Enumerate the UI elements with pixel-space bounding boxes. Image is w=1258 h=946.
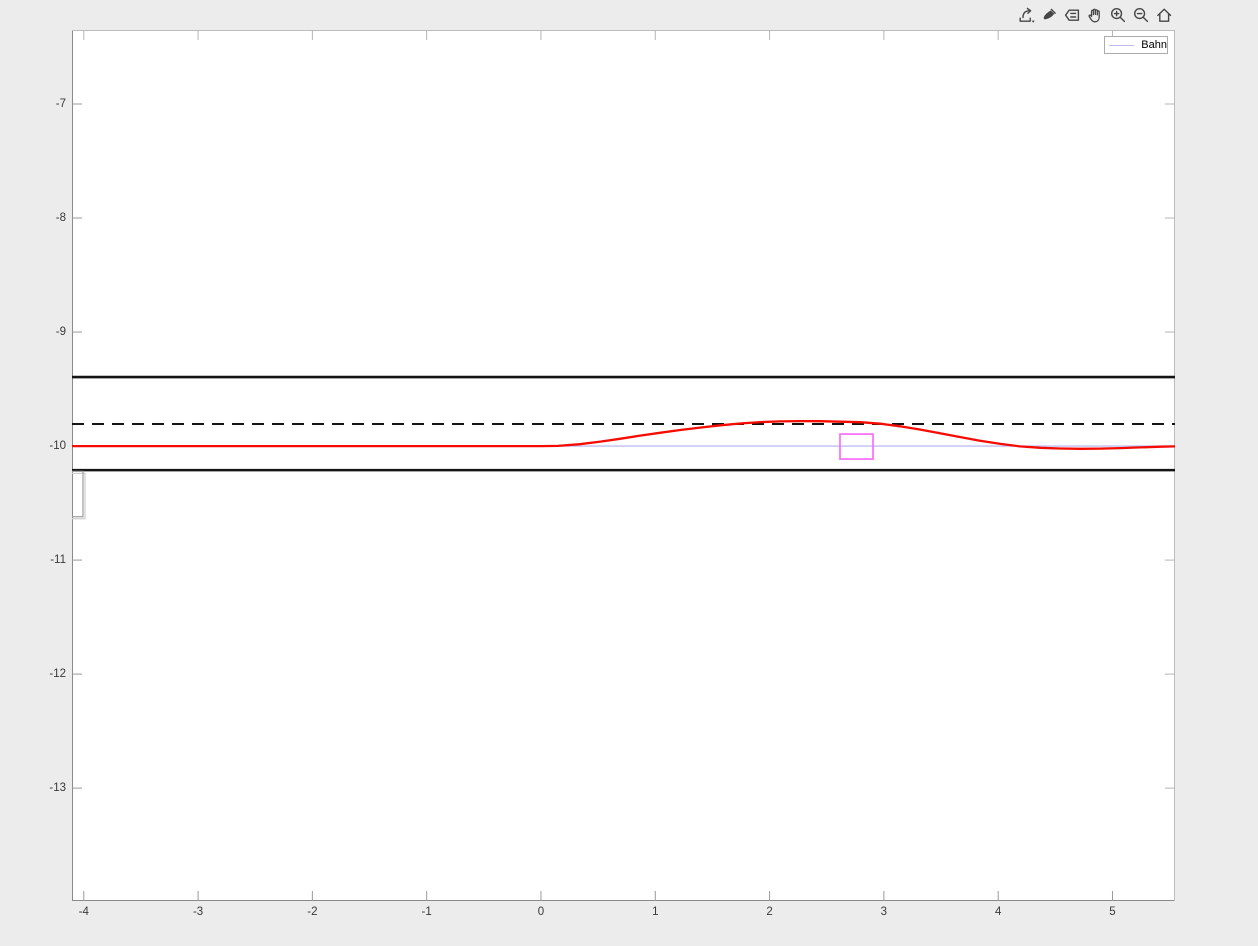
- datatips-icon: [1064, 9, 1080, 21]
- x-tick-label: -2: [307, 906, 318, 918]
- y-tick-label: -12: [49, 668, 66, 681]
- export-button[interactable]: [1017, 5, 1036, 26]
- x-tick-label: 1: [652, 906, 659, 918]
- plot-area[interactable]: [72, 30, 1175, 901]
- axes-toolbar: [1017, 5, 1174, 26]
- plot-canvas: [72, 30, 1175, 901]
- y-tick-label: -10: [49, 440, 66, 453]
- datatips-button[interactable]: [1063, 5, 1082, 26]
- legend-label: Bahn: [1141, 38, 1167, 51]
- legend[interactable]: Bahn: [1104, 36, 1168, 54]
- x-tick-label: 3: [880, 906, 888, 918]
- zoom-in-button[interactable]: [1109, 5, 1128, 26]
- left-edge-box: [72, 470, 84, 518]
- y-tick-label: -9: [55, 326, 66, 339]
- y-tick-label: -11: [50, 554, 66, 567]
- restore-view-button[interactable]: [1155, 5, 1174, 26]
- home-icon: [1157, 8, 1172, 22]
- y-tick-label: -13: [49, 782, 66, 795]
- x-tick-label: 2: [766, 906, 773, 918]
- brush-button[interactable]: [1040, 5, 1059, 26]
- x-tick-label: 0: [537, 906, 545, 918]
- export-icon: [1019, 7, 1035, 23]
- x-tick-label: -1: [421, 906, 432, 918]
- obstacle-box: [839, 433, 874, 460]
- x-tick-label: -4: [78, 906, 89, 918]
- x-tick-label: -3: [192, 906, 204, 918]
- y-tick-label: -7: [55, 97, 66, 110]
- legend-line-sample: [1109, 44, 1135, 46]
- pan-button[interactable]: [1086, 5, 1105, 26]
- pan-icon: [1088, 8, 1100, 23]
- x-tick-label: 4: [994, 906, 1002, 918]
- zoom-out-button[interactable]: [1132, 5, 1151, 26]
- zoom-out-icon: [1133, 7, 1149, 23]
- brush-icon: [1043, 8, 1056, 20]
- zoom-in-icon: [1110, 7, 1126, 23]
- y-tick-label: -8: [55, 212, 66, 225]
- x-tick-label: 5: [1109, 906, 1116, 918]
- trajectory-line: [72, 419, 1175, 450]
- left-edge-box-shadow: [72, 472, 86, 520]
